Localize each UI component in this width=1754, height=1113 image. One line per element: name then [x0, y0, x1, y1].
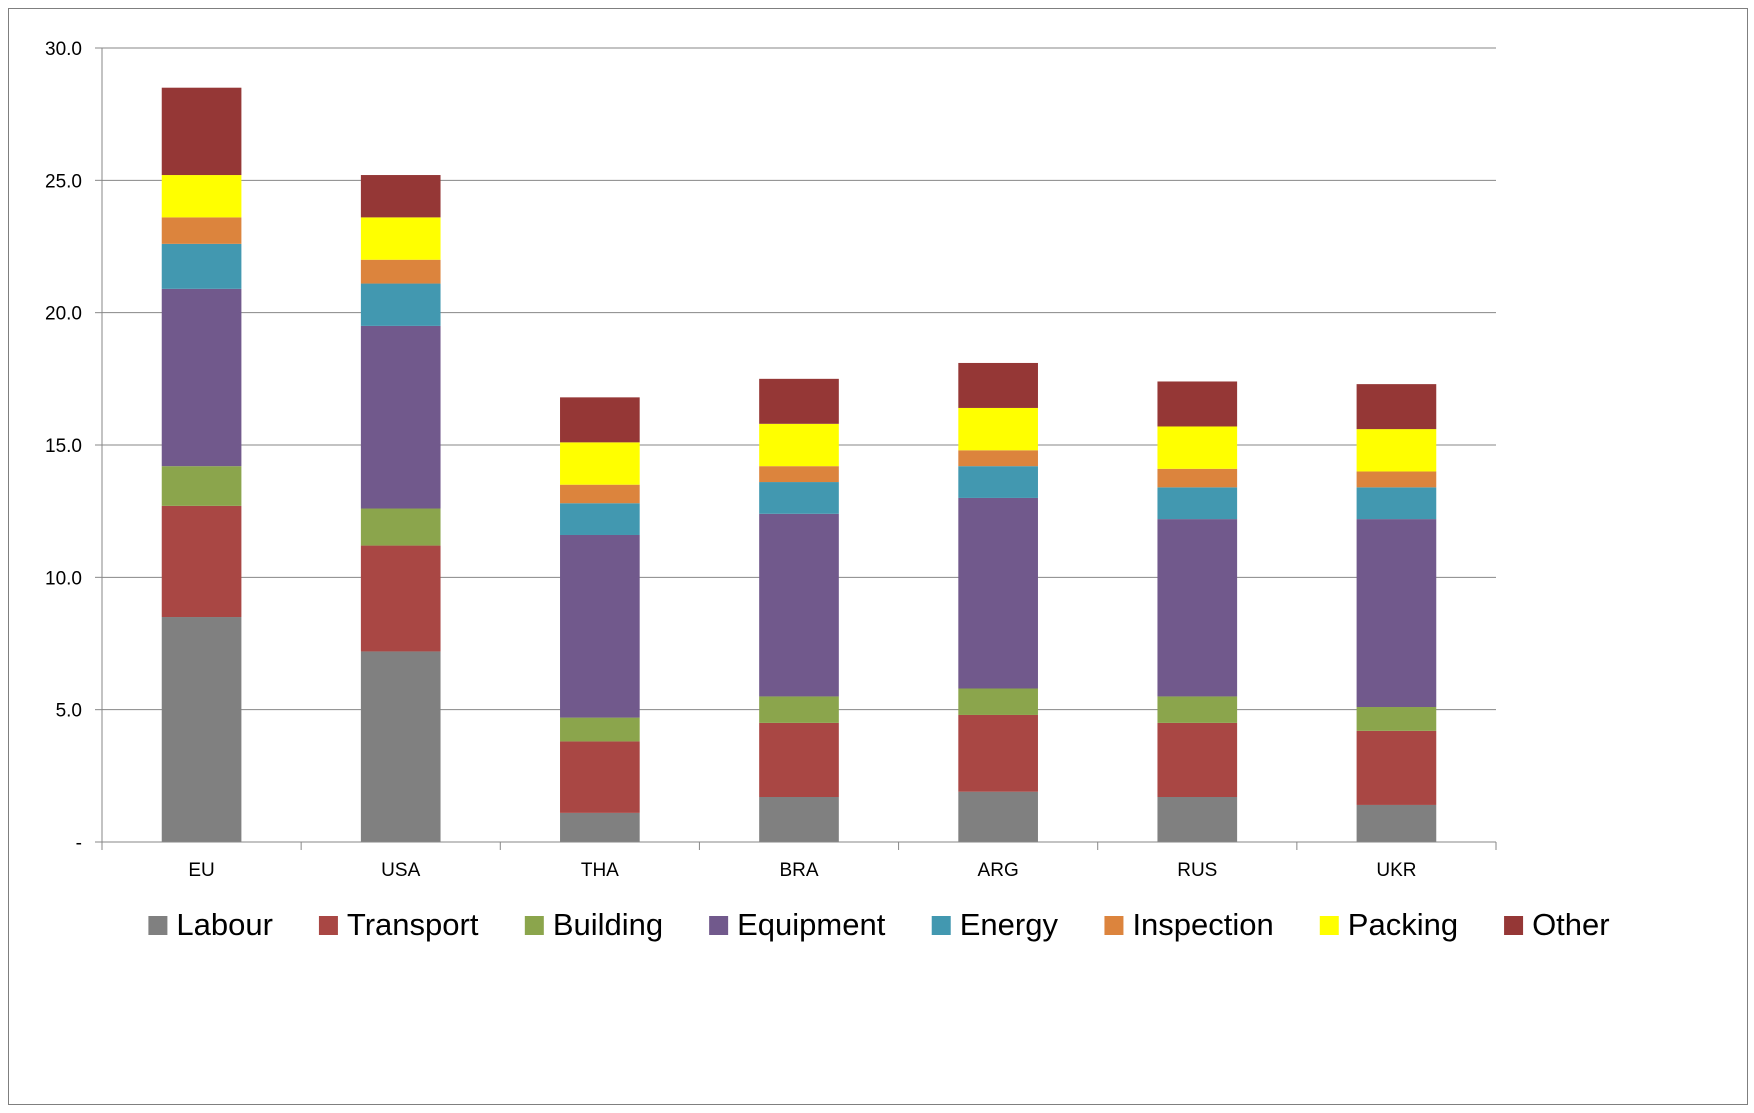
bar-usa-other — [360, 175, 441, 218]
bar-ukr-energy — [1356, 487, 1437, 520]
x-tick-label-ukr: UKR — [1376, 860, 1416, 881]
bar-eu-energy — [161, 243, 242, 289]
bar-ukr-equipment — [1356, 519, 1437, 708]
bar-bra-building — [759, 696, 839, 723]
legend-swatch-packing — [1319, 916, 1339, 935]
bar-arg-building — [958, 688, 1038, 715]
legend-item-energy: Energy — [931, 907, 1059, 942]
legend-label-energy: Energy — [960, 907, 1059, 942]
legend-swatch-energy — [931, 916, 951, 935]
bar-ukr-transport — [1356, 730, 1437, 805]
bar-bra-inspection — [759, 466, 839, 483]
bar-rus-other — [1157, 381, 1238, 427]
legend-item-transport: Transport — [318, 907, 479, 942]
bar-tha-labour — [560, 812, 640, 842]
y-tick-label-2: 10.0 — [45, 568, 82, 589]
bar-rus-inspection — [1157, 468, 1238, 488]
legend-item-labour: Labour — [148, 907, 273, 942]
bar-tha-energy — [560, 503, 640, 535]
x-tick-label-usa: USA — [381, 860, 420, 881]
bar-eu-packing — [161, 175, 242, 218]
bar-ukr-building — [1356, 707, 1437, 731]
legend-item-inspection: Inspection — [1104, 907, 1274, 942]
bar-bra-labour — [759, 797, 839, 842]
y-tick-label-3: 15.0 — [45, 436, 82, 457]
bar-eu-transport — [161, 505, 242, 618]
bar-arg-energy — [958, 466, 1038, 498]
legend-swatch-equipment — [709, 916, 729, 935]
chart-frame: - 5.0 10.0 15.0 20.0 25.0 30.0 EU USA THA BRA ARG RU… — [8, 8, 1748, 1105]
bar-rus-transport — [1157, 722, 1238, 798]
bar-rus-labour — [1157, 797, 1238, 842]
legend-label-equipment: Equipment — [737, 907, 886, 942]
bar-rus-packing — [1157, 426, 1238, 469]
legend-item-building: Building — [524, 907, 663, 942]
legend-swatch-other — [1504, 916, 1524, 935]
x-tick-label-rus: RUS — [1177, 860, 1217, 881]
legend-swatch-building — [524, 916, 544, 935]
legend-label-labour: Labour — [176, 907, 273, 942]
bar-arg-other — [958, 362, 1038, 408]
bar-usa-transport — [360, 545, 441, 652]
x-tick-label-eu: EU — [188, 860, 214, 881]
bar-tha-other — [560, 397, 640, 443]
bar-usa-equipment — [360, 325, 441, 509]
bar-bra-transport — [759, 722, 839, 798]
y-tick-label-6: 30.0 — [45, 39, 82, 60]
bar-eu-building — [161, 466, 242, 506]
bar-tha-transport — [560, 741, 640, 813]
bar-arg-packing — [958, 407, 1038, 451]
legend-item-other: Other — [1504, 907, 1610, 942]
legend-label-packing: Packing — [1348, 907, 1458, 942]
x-tick-label-bra: BRA — [779, 860, 818, 881]
bar-eu-equipment — [161, 288, 242, 467]
bar-tha-building — [560, 717, 640, 742]
bar-rus-building — [1157, 696, 1238, 723]
bar-usa-packing — [360, 217, 441, 260]
legend-swatch-inspection — [1104, 916, 1124, 935]
bar-usa-energy — [360, 283, 441, 326]
axes: - 5.0 10.0 15.0 20.0 25.0 30.0 EU USA THA BRA ARG RU… — [45, 39, 1497, 881]
stacked-bar-chart: - 5.0 10.0 15.0 20.0 25.0 30.0 EU USA THA BRA ARG RU… — [45, 39, 1610, 942]
legend-label-other: Other — [1532, 907, 1610, 942]
x-tick-label-arg: ARG — [978, 860, 1019, 881]
legend-swatch-labour — [148, 916, 168, 935]
bar-eu-labour — [161, 617, 242, 842]
bar-rus-energy — [1157, 487, 1238, 520]
bar-bra-other — [759, 378, 839, 424]
bar-ukr-other — [1356, 384, 1437, 430]
bar-tha-inspection — [560, 484, 640, 504]
legend-label-inspection: Inspection — [1132, 907, 1273, 942]
legend-swatch-transport — [318, 916, 338, 935]
bar-usa-inspection — [360, 259, 441, 284]
bar-ukr-inspection — [1356, 471, 1437, 488]
legend-label-transport: Transport — [347, 907, 479, 942]
y-tick-label-0: - — [76, 833, 82, 854]
bar-ukr-labour — [1356, 804, 1437, 842]
bar-eu-inspection — [161, 217, 242, 244]
bar-bra-equipment — [759, 513, 839, 697]
bar-tha-packing — [560, 442, 640, 485]
bar-arg-inspection — [958, 450, 1038, 467]
bar-eu-other — [161, 87, 242, 176]
bar-rus-equipment — [1157, 519, 1238, 697]
bars — [161, 87, 1437, 842]
bar-tha-equipment — [560, 534, 640, 718]
bar-arg-labour — [958, 791, 1038, 842]
legend: Labour Transport Building Equipment Energy In… — [148, 907, 1610, 942]
bar-bra-packing — [759, 423, 839, 467]
legend-item-equipment: Equipment — [709, 907, 886, 942]
bar-arg-equipment — [958, 497, 1038, 689]
x-tick-label-tha: THA — [581, 860, 619, 881]
legend-label-building: Building — [553, 907, 663, 942]
y-tick-label-4: 20.0 — [45, 304, 82, 325]
y-tick-label-5: 25.0 — [45, 171, 82, 192]
bar-usa-building — [360, 508, 441, 546]
legend-item-packing: Packing — [1319, 907, 1458, 942]
bar-ukr-packing — [1356, 429, 1437, 472]
bar-arg-transport — [958, 714, 1038, 792]
y-tick-label-1: 5.0 — [56, 701, 82, 722]
bar-usa-labour — [360, 651, 441, 842]
bar-bra-energy — [759, 482, 839, 514]
